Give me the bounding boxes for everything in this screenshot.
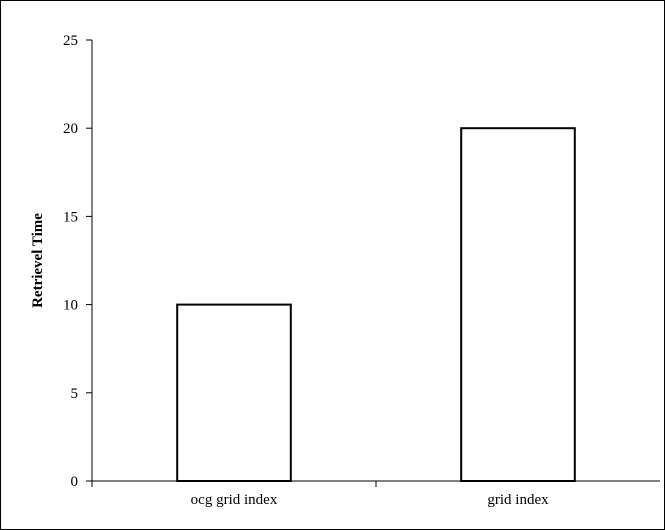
- bar-grid-index: [460, 127, 576, 482]
- x-tick-label: grid index: [487, 492, 549, 508]
- bar-ocg-grid-index: [176, 303, 292, 482]
- y-ticks: 0 5 10 15 20 25: [63, 33, 92, 490]
- bars: [176, 127, 576, 482]
- y-tick-label: 25: [63, 33, 78, 49]
- x-ticks: ocg grid index grid index: [91, 481, 549, 508]
- y-tick-label: 0: [71, 474, 79, 490]
- y-tick-label: 10: [63, 298, 78, 314]
- y-tick-label: 15: [63, 209, 78, 225]
- y-axis-label: Retrievel Time: [30, 213, 46, 308]
- y-tick-label: 5: [71, 386, 79, 402]
- x-tick-label: ocg grid index: [191, 492, 278, 508]
- y-tick-label: 20: [63, 121, 78, 137]
